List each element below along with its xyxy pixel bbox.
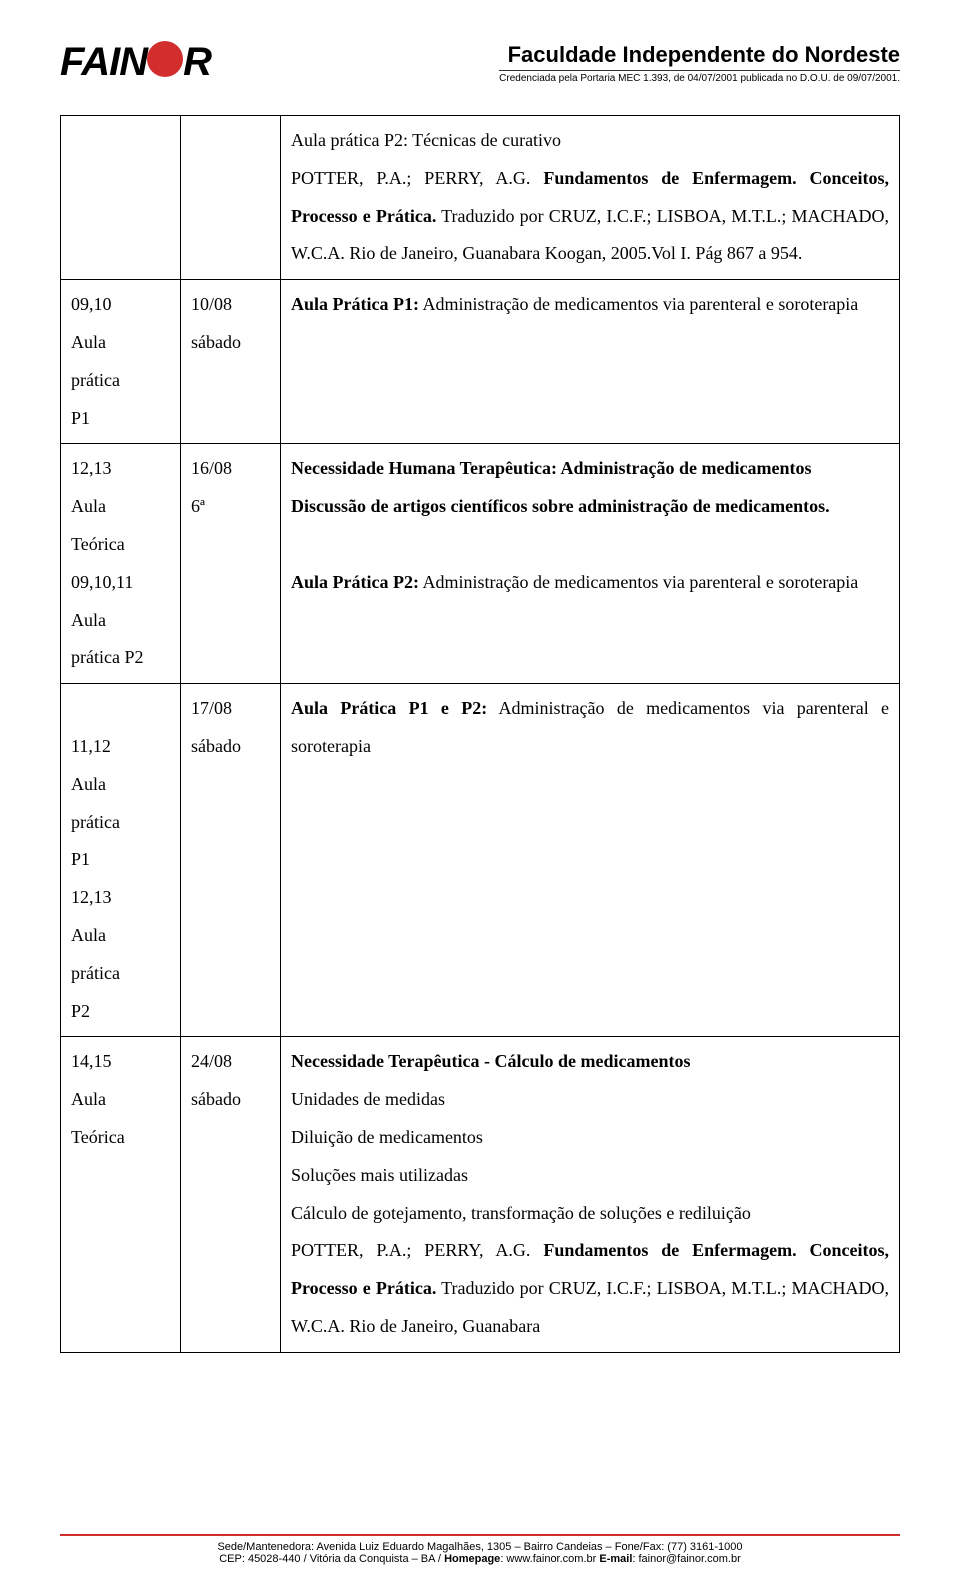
table-row: 09,10AulapráticaP110/08sábadoAula Prátic… — [61, 280, 900, 444]
footer-line-1: Sede/Mantenedora: Avenida Luiz Eduardo M… — [60, 1541, 900, 1553]
page-footer: Sede/Mantenedora: Avenida Luiz Eduardo M… — [60, 1534, 900, 1565]
footer-home-label: Homepage — [444, 1553, 500, 1565]
cell-col3: Aula prática P2: Técnicas de curativoPOT… — [281, 116, 900, 280]
footer-line-2: CEP: 45028-440 / Vitória da Conquista – … — [60, 1553, 900, 1565]
table-row: Aula prática P2: Técnicas de curativoPOT… — [61, 116, 900, 280]
table-row: 14,15AulaTeórica24/08sábadoNecessidade T… — [61, 1037, 900, 1352]
institution-title: Faculdade Independente do Nordeste — [499, 42, 900, 68]
schedule-table: Aula prática P2: Técnicas de curativoPOT… — [60, 115, 900, 1353]
logo-text-pre: FAIN — [60, 40, 147, 85]
table-body: Aula prática P2: Técnicas de curativoPOT… — [61, 116, 900, 1353]
cell-col3: Aula Prática P1 e P2: Administração de m… — [281, 684, 900, 1037]
cell-col1: 11,12AulapráticaP112,13AulapráticaP2 — [61, 684, 181, 1037]
cell-col2 — [181, 116, 281, 280]
cell-col2: 24/08sábado — [181, 1037, 281, 1352]
footer-pre: CEP: 45028-440 / Vitória da Conquista – … — [219, 1553, 444, 1565]
table-row: 11,12AulapráticaP112,13AulapráticaP217/0… — [61, 684, 900, 1037]
cell-col2: 10/08sábado — [181, 280, 281, 444]
logo-text-post: R — [183, 40, 211, 85]
institution-subtitle: Credenciada pela Portaria MEC 1.393, de … — [499, 70, 900, 84]
header-right: Faculdade Independente do Nordeste Crede… — [499, 42, 900, 84]
logo: FAIN R — [60, 40, 211, 85]
cell-col3: Necessidade Humana Terapêutica: Administ… — [281, 444, 900, 684]
cell-col1: 14,15AulaTeórica — [61, 1037, 181, 1352]
footer-email-label: E-mail — [599, 1553, 632, 1565]
cell-col2: 16/086ª — [181, 444, 281, 684]
cell-col2: 17/08sábado — [181, 684, 281, 1037]
table-row: 12,13AulaTeórica09,10,11Aulaprática P216… — [61, 444, 900, 684]
footer-email-val: : fainor@fainor.com.br — [632, 1553, 740, 1565]
cell-col1 — [61, 116, 181, 280]
cell-col3: Aula Prática P1: Administração de medica… — [281, 280, 900, 444]
cell-col1: 09,10AulapráticaP1 — [61, 280, 181, 444]
cell-col1: 12,13AulaTeórica09,10,11Aulaprática P2 — [61, 444, 181, 684]
footer-home-val: : www.fainor.com.br — [500, 1553, 599, 1565]
logo-circle-icon — [147, 41, 183, 77]
page-header: FAIN R Faculdade Independente do Nordest… — [60, 40, 900, 85]
cell-col3: Necessidade Terapêutica - Cálculo de med… — [281, 1037, 900, 1352]
